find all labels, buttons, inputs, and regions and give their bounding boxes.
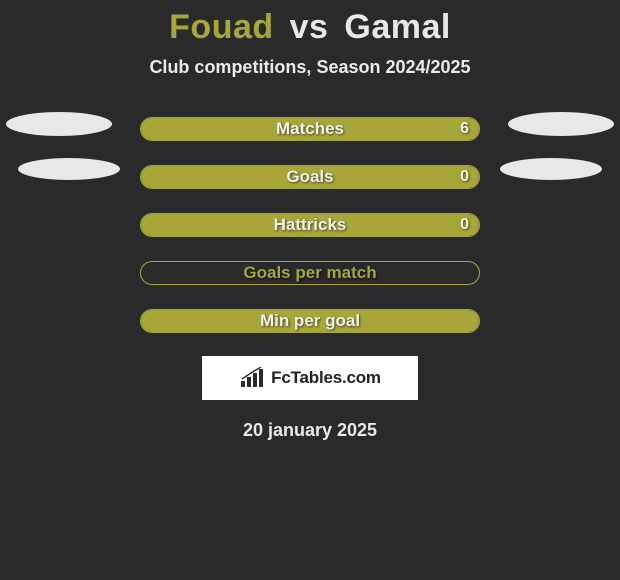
stat-bar: Hattricks 0 [140, 213, 480, 237]
stat-bar: Min per goal [140, 309, 480, 333]
player2-name: Gamal [344, 8, 450, 46]
date-label: 20 january 2025 [243, 420, 377, 441]
comparison-chart: Matches 6 Goals 0 Hattricks 0 Goals per … [0, 116, 620, 334]
stat-label: Hattricks [274, 215, 347, 235]
player1-name: Fouad [169, 8, 273, 46]
barchart-icon [239, 367, 265, 389]
stat-bar: Matches 6 [140, 117, 480, 141]
stat-row: Min per goal [0, 308, 620, 334]
stat-bar: Goals 0 [140, 165, 480, 189]
vs-label: vs [290, 8, 329, 46]
stat-row: Goals 0 [0, 164, 620, 190]
stat-row: Matches 6 [0, 116, 620, 142]
stat-label: Goals [286, 167, 333, 187]
stat-value-right: 6 [460, 120, 469, 138]
fctables-badge[interactable]: FcTables.com [202, 356, 418, 400]
stat-value-right: 0 [460, 216, 469, 234]
stat-bar: Goals per match [140, 261, 480, 285]
stat-label: Matches [276, 119, 344, 139]
page-title: Fouad vs Gamal [169, 8, 451, 47]
subtitle: Club competitions, Season 2024/2025 [149, 57, 470, 78]
stat-row: Goals per match [0, 260, 620, 286]
stat-row: Hattricks 0 [0, 212, 620, 238]
fctables-label: FcTables.com [271, 368, 381, 388]
stat-value-right: 0 [460, 168, 469, 186]
stat-label: Goals per match [243, 263, 376, 283]
stat-label: Min per goal [260, 311, 360, 331]
